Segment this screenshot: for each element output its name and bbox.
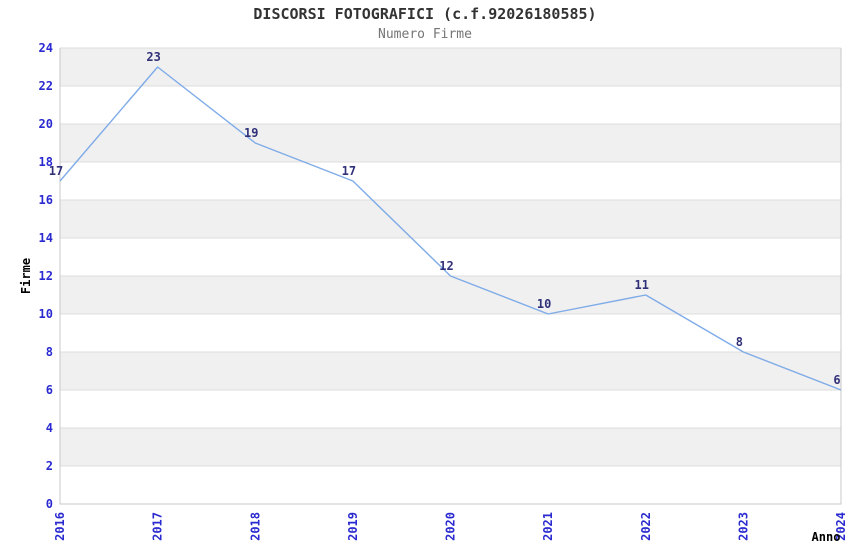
y-tick-label: 8 xyxy=(46,345,53,359)
data-point-label: 12 xyxy=(439,259,453,273)
data-point-label: 17 xyxy=(49,164,63,178)
data-point-label: 23 xyxy=(146,50,160,64)
plot-gridlines xyxy=(60,47,841,505)
y-tick-label: 12 xyxy=(39,269,53,283)
x-tick-label: 2017 xyxy=(151,512,165,541)
x-tick-label: 2023 xyxy=(736,512,750,541)
y-tick-label: 24 xyxy=(39,41,53,55)
data-point-label: 17 xyxy=(342,164,356,178)
y-tick-label: 20 xyxy=(39,117,53,131)
data-point-label: 11 xyxy=(635,278,649,292)
data-point-label: 10 xyxy=(537,297,551,311)
y-tick-label: 6 xyxy=(46,383,53,397)
chart-title: DISCORSI FOTOGRAFICI (c.f.92026180585) xyxy=(253,5,597,23)
series-polyline xyxy=(59,66,842,391)
plot-bands xyxy=(60,48,841,466)
y-tick-label: 14 xyxy=(39,231,53,245)
y-tick-label: 4 xyxy=(46,421,53,435)
x-tick-label: 2021 xyxy=(541,512,555,541)
x-tick-label: 2016 xyxy=(53,512,67,541)
y-tick-label: 18 xyxy=(39,155,53,169)
plot-border xyxy=(59,48,842,505)
x-tick-label: 2018 xyxy=(248,512,262,541)
y-tick-label: 2 xyxy=(46,459,53,473)
y-tick-label: 10 xyxy=(39,307,53,321)
x-axis-tick-labels: 2016 2017 2018 2019 2020 2021 2022 2023 2024 xyxy=(53,512,848,541)
x-tick-label: 2019 xyxy=(346,512,360,541)
y-tick-label: 0 xyxy=(46,497,53,511)
y-axis-title: Firme xyxy=(19,258,33,294)
x-axis-title: Anno xyxy=(812,530,841,544)
data-point-labels: 17 23 19 17 12 10 11 8 6 xyxy=(49,50,841,387)
x-tick-label: 2024 xyxy=(834,512,848,541)
x-tick-label: 2020 xyxy=(444,512,458,541)
data-point-label: 19 xyxy=(244,126,258,140)
chart-subtitle: Numero Firme xyxy=(378,27,472,42)
data-point-label: 6 xyxy=(833,373,840,387)
x-tick-label: 2022 xyxy=(639,512,653,541)
series-line xyxy=(59,66,842,391)
data-point-label: 8 xyxy=(736,335,743,349)
y-tick-label: 16 xyxy=(39,193,53,207)
y-tick-label: 22 xyxy=(39,79,53,93)
